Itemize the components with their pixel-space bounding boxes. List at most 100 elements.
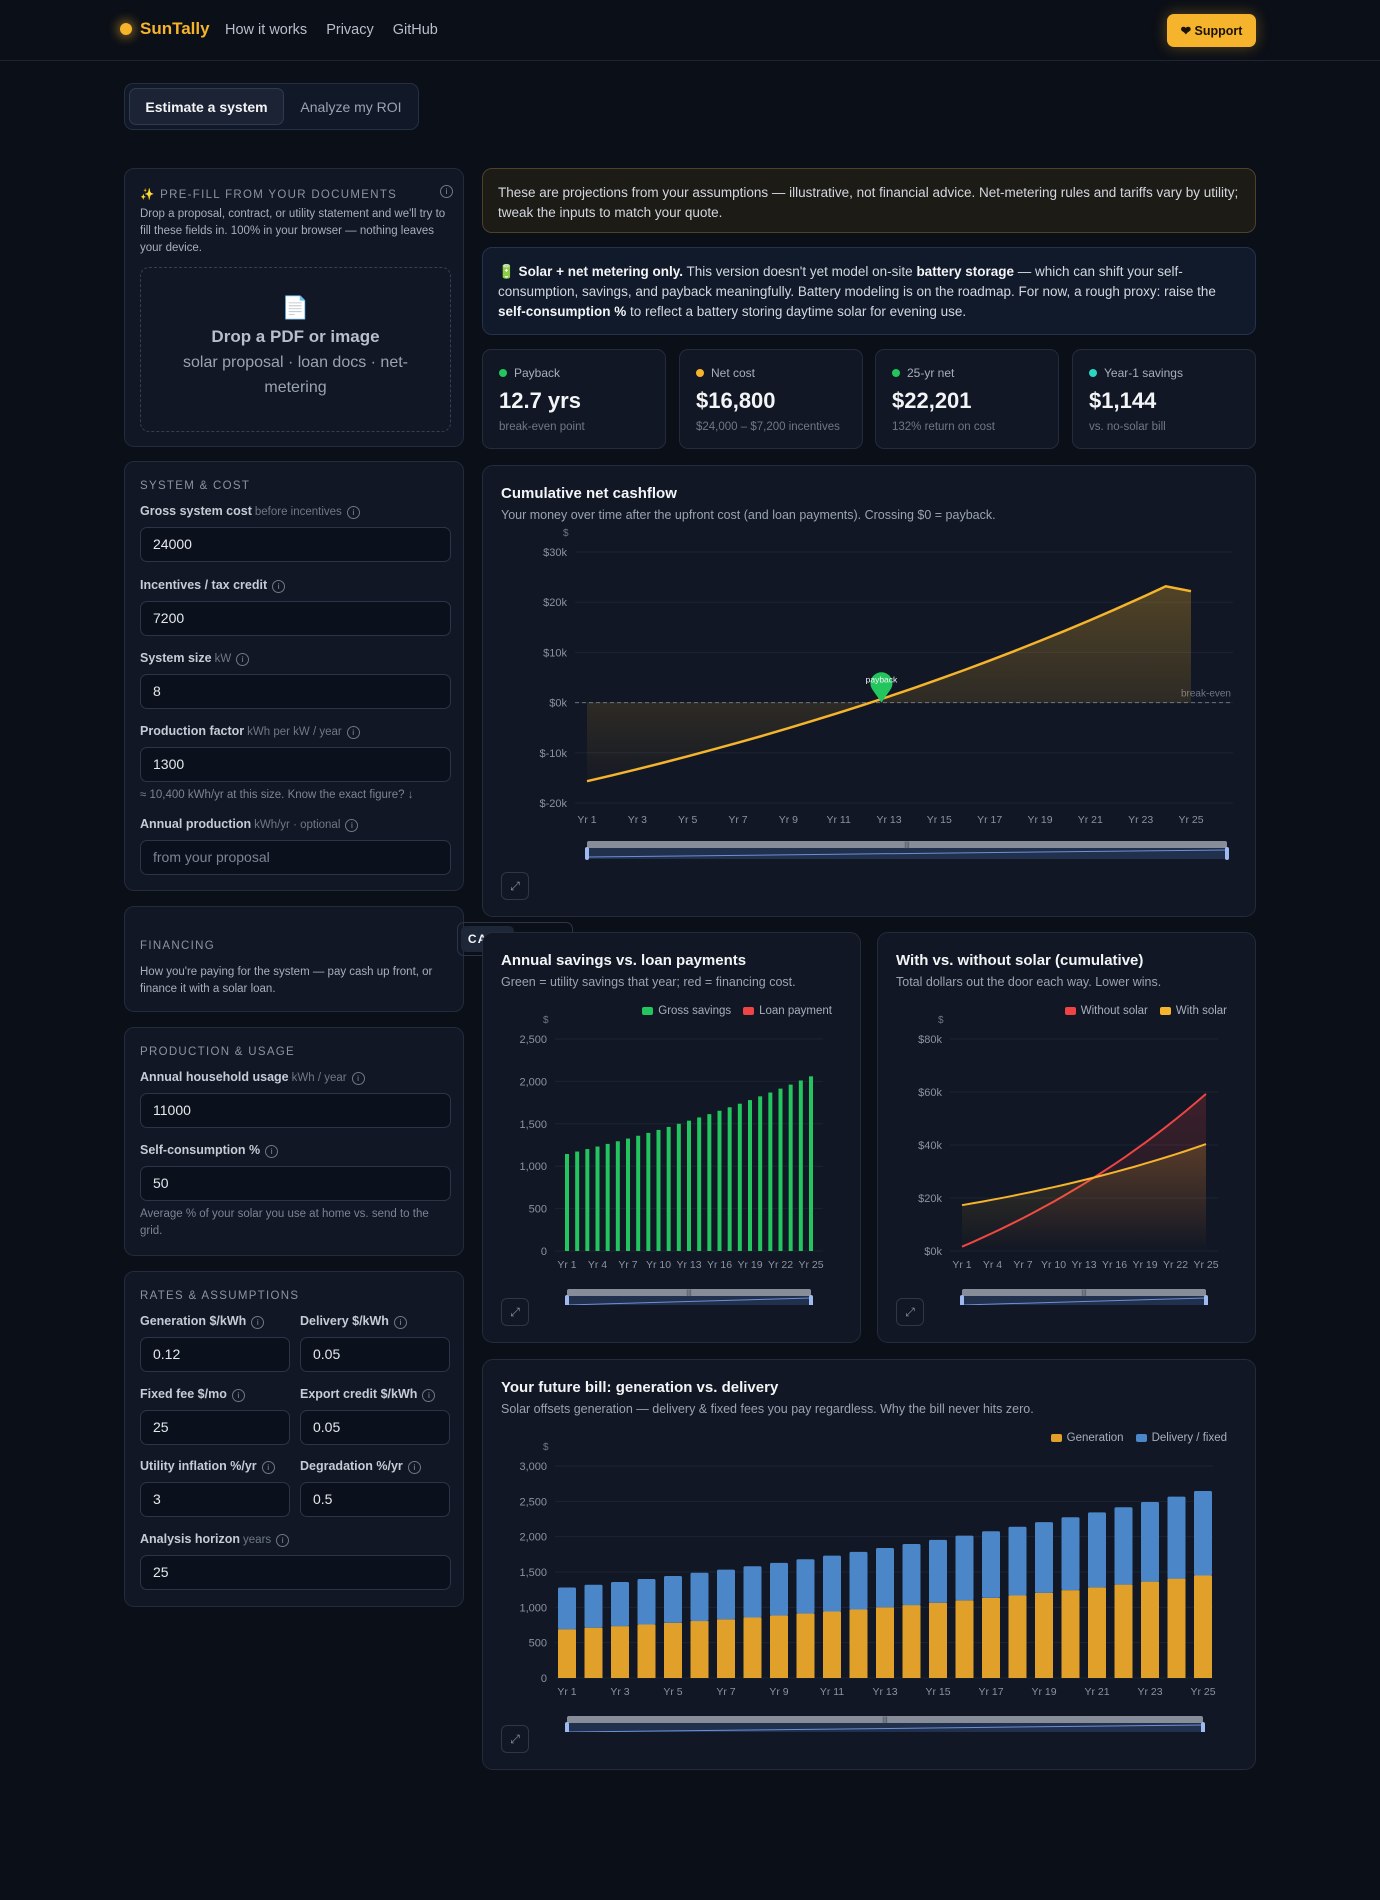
kpi-sub: $24,000 – $7,200 incentives bbox=[696, 421, 840, 433]
info-icon[interactable]: i bbox=[422, 1389, 436, 1402]
y-tick-label: 2,500 bbox=[519, 1034, 547, 1046]
info-icon[interactable]: i bbox=[265, 1145, 279, 1158]
household-usage-hint: kWh / year bbox=[291, 1072, 347, 1084]
generation-bar bbox=[902, 1605, 921, 1678]
generation-bar bbox=[849, 1609, 868, 1678]
info-icon[interactable]: i bbox=[393, 1316, 407, 1329]
system-size-input[interactable]: 8 bbox=[140, 674, 451, 709]
with-without-subtitle: Total dollars out the door each way. Low… bbox=[896, 975, 1162, 989]
info-icon[interactable]: i bbox=[272, 580, 286, 593]
generation-rate-input[interactable]: 0.12 bbox=[140, 1337, 290, 1372]
generation-bar bbox=[1008, 1595, 1027, 1678]
support-button[interactable]: ❤ Support bbox=[1167, 14, 1256, 47]
info-icon[interactable]: i bbox=[440, 185, 453, 198]
self-consumption-input[interactable]: 50 bbox=[140, 1166, 451, 1201]
range-brush-preview-line bbox=[566, 1724, 1204, 1732]
savings-bar bbox=[798, 1080, 803, 1251]
x-tick-label: Yr 13 bbox=[676, 1259, 701, 1271]
range-brush-grip: ||| bbox=[1081, 1290, 1087, 1297]
expand-chart-button[interactable]: ⤢ bbox=[896, 1298, 924, 1326]
expand-chart-button[interactable]: ⤢ bbox=[501, 872, 529, 900]
info-icon[interactable]: i bbox=[351, 1072, 365, 1085]
generation-bar bbox=[743, 1617, 762, 1678]
info-icon[interactable]: i bbox=[276, 1534, 290, 1547]
system-size-hint: kW bbox=[214, 653, 232, 665]
gross-cost-input[interactable]: 24000 bbox=[140, 527, 451, 562]
kpi-net-cost: Net cost $16,800 $24,000 – $7,200 incent… bbox=[679, 349, 863, 449]
kpi-label-row: Year-1 savings bbox=[1089, 366, 1183, 380]
x-tick-label: Yr 21 bbox=[1078, 814, 1103, 826]
delivery-rate-label-text: Delivery $/kWh bbox=[300, 1314, 389, 1328]
range-brush-right-handle bbox=[1204, 1295, 1208, 1305]
generation-rate-label-text: Generation $/kWh bbox=[140, 1314, 247, 1328]
x-tick-label: Yr 10 bbox=[1041, 1259, 1066, 1271]
legend-item: Generation bbox=[1050, 1432, 1124, 1444]
delivery-bar bbox=[955, 1535, 974, 1601]
degradation-input[interactable]: 0.5 bbox=[300, 1482, 450, 1517]
info-icon[interactable]: i bbox=[231, 1389, 245, 1402]
kpi-25yr-net: 25-yr net $22,201 132% return on cost bbox=[875, 349, 1059, 449]
delivery-bar bbox=[584, 1584, 603, 1628]
delivery-rate-input[interactable]: 0.05 bbox=[300, 1337, 450, 1372]
financing-panel: FINANCING CASH LOAN How you're paying fo… bbox=[124, 906, 573, 1012]
info-icon[interactable]: i bbox=[345, 819, 359, 832]
nav-privacy[interactable]: Privacy bbox=[326, 22, 374, 38]
y-tick-label: 0 bbox=[541, 1673, 547, 1685]
analysis-horizon-input[interactable]: 25 bbox=[140, 1555, 451, 1590]
household-usage-input[interactable]: 11000 bbox=[140, 1093, 451, 1128]
y-tick-label: $-20k bbox=[539, 798, 567, 810]
kpi-value: $16,800 bbox=[696, 388, 776, 413]
info-icon[interactable]: i bbox=[236, 653, 250, 666]
savings-bar bbox=[697, 1117, 702, 1251]
annual-production-input[interactable]: from your proposal bbox=[140, 840, 451, 875]
nav-github[interactable]: GitHub bbox=[392, 22, 438, 38]
info-icon[interactable]: i bbox=[346, 726, 360, 739]
nav-how-it-works[interactable]: How it works bbox=[225, 22, 308, 38]
x-tick-label: Yr 7 bbox=[716, 1686, 735, 1698]
savings-bar bbox=[717, 1110, 722, 1251]
kpi-sub: vs. no-solar bill bbox=[1089, 421, 1166, 433]
tab-estimate-system[interactable]: Estimate a system bbox=[129, 88, 284, 125]
document-icon: 📄 bbox=[281, 295, 310, 320]
generation-bar bbox=[1114, 1584, 1133, 1678]
utility-inflation-label: Utility inflation %/yr i bbox=[140, 1459, 275, 1474]
brand[interactable]: SunTally bbox=[120, 19, 210, 39]
legend-swatch bbox=[1064, 1007, 1076, 1015]
expand-chart-button[interactable]: ⤢ bbox=[501, 1725, 529, 1753]
x-tick-label: Yr 17 bbox=[977, 814, 1002, 826]
x-tick-label: Yr 25 bbox=[1193, 1259, 1218, 1271]
system-cost-panel: SYSTEM & COST Gross system cost before in… bbox=[124, 461, 464, 891]
document-dropzone[interactable]: 📄 Drop a PDF or image solar proposal · l… bbox=[140, 267, 451, 432]
expand-chart-button[interactable]: ⤢ bbox=[501, 1298, 529, 1326]
prefill-panel: ✨ PRE-FILL FROM YOUR DOCUMENTS i Drop a … bbox=[124, 168, 464, 447]
household-usage-label-text: Annual household usage bbox=[140, 1070, 289, 1084]
y-tick-label: $20k bbox=[918, 1193, 942, 1205]
legend-item: With solar bbox=[1159, 1005, 1227, 1017]
export-credit-label: Export credit $/kWh i bbox=[300, 1387, 436, 1402]
export-credit-input[interactable]: 0.05 bbox=[300, 1410, 450, 1445]
info-icon[interactable]: i bbox=[261, 1461, 275, 1474]
fixed-fee-label: Fixed fee $/mo i bbox=[140, 1387, 245, 1402]
utility-inflation-input[interactable]: 3 bbox=[140, 1482, 290, 1517]
system-size-label-text: System size bbox=[140, 651, 212, 665]
tab-analyze-roi[interactable]: Analyze my ROI bbox=[300, 98, 402, 115]
info-icon[interactable]: i bbox=[251, 1316, 265, 1329]
future-bill-card: Your future bill: generation vs. deliver… bbox=[482, 1359, 1256, 1770]
kpi-label: Net cost bbox=[711, 366, 756, 380]
fixed-fee-input[interactable]: 25 bbox=[140, 1410, 290, 1445]
x-tick-label: Yr 13 bbox=[876, 814, 901, 826]
x-tick-label: Yr 15 bbox=[927, 814, 952, 826]
range-brush-right-handle bbox=[809, 1295, 813, 1305]
info-icon[interactable]: i bbox=[407, 1461, 421, 1474]
legend-swatch bbox=[743, 1007, 755, 1015]
break-even-label: break-even bbox=[1181, 689, 1231, 700]
generation-bar bbox=[955, 1600, 974, 1678]
degradation-label: Degradation %/yr i bbox=[300, 1459, 421, 1474]
y-tick-label: $20k bbox=[543, 597, 567, 609]
production-factor-input[interactable]: 1300 bbox=[140, 747, 451, 782]
generation-bar bbox=[929, 1602, 947, 1678]
annual-production-hint: kWh/yr · optional bbox=[254, 819, 341, 831]
with-without-chart: $0k $20k $40k $60k $80k $ Yr 1 Yr 4 Yr 7 Yr 10 Yr … bbox=[918, 1015, 1219, 1305]
info-icon[interactable]: i bbox=[346, 506, 360, 519]
incentives-input[interactable]: 7200 bbox=[140, 601, 451, 636]
